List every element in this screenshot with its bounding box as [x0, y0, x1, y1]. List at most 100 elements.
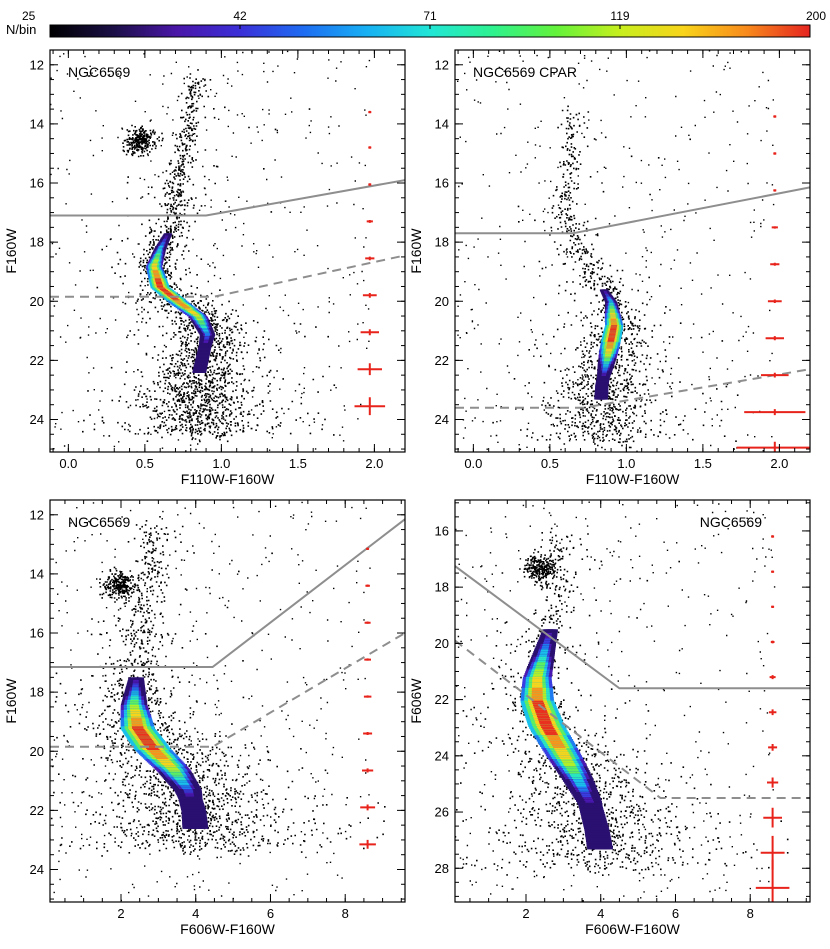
- density-cell: [547, 737, 560, 740]
- density-cell: [610, 315, 616, 318]
- density-cell: [185, 795, 195, 798]
- density-cell: [204, 332, 210, 335]
- y-tick-label: 20: [30, 294, 44, 309]
- colorbar-label: N/bin: [6, 22, 36, 37]
- plot-area: [455, 50, 810, 452]
- y-tick-label: 18: [30, 685, 44, 700]
- density-cell: [532, 678, 543, 682]
- y-tick-label: 24: [435, 412, 449, 427]
- density-cell: [190, 818, 199, 821]
- error-bar: [773, 115, 777, 118]
- density-cell: [142, 742, 155, 745]
- density-cell: [200, 354, 206, 357]
- density-cell: [133, 678, 139, 681]
- plot-frame: [49, 49, 406, 453]
- colorbar-ticks: 25 42 71 119 200: [22, 9, 826, 29]
- density-cell: [608, 300, 613, 303]
- density-cell: [542, 728, 555, 731]
- density-cell: [165, 235, 169, 238]
- density-cell: [566, 768, 578, 771]
- density-cell: [534, 671, 544, 674]
- x-tick-label: 1.0: [212, 456, 230, 471]
- density-cell: [174, 300, 181, 303]
- density-cell: [163, 765, 176, 768]
- density-cell: [538, 718, 551, 722]
- density-cell: [181, 306, 189, 309]
- density-cell: [545, 636, 552, 640]
- density-cell: [130, 696, 139, 699]
- error-bar: [364, 621, 371, 624]
- panel-4: 2 4 6 816182022242628F606W-F160WF606WNGC656…: [408, 499, 811, 937]
- density-cell: [602, 370, 608, 373]
- density-cell: [155, 279, 162, 282]
- density-cell: [155, 254, 161, 257]
- density-cell: [538, 656, 547, 660]
- density-cell: [531, 696, 543, 700]
- density-cell: [541, 726, 554, 729]
- density-cell: [604, 293, 608, 295]
- density-cell: [599, 385, 605, 387]
- density-cell: [599, 386, 604, 389]
- density-cell: [599, 387, 604, 390]
- density-cell: [539, 653, 548, 656]
- density-cell: [603, 365, 609, 367]
- density-cell: [155, 280, 162, 283]
- density-cell: [169, 296, 177, 299]
- density-cell: [140, 740, 154, 743]
- density-cell: [203, 344, 208, 347]
- density-cell: [132, 682, 139, 685]
- density-cell: [580, 791, 590, 795]
- density-cell: [599, 392, 604, 395]
- density-cell: [600, 382, 605, 385]
- density-cell: [199, 361, 204, 364]
- density-cell: [165, 234, 169, 237]
- density-cell: [179, 784, 190, 787]
- density-cell: [185, 794, 194, 797]
- density-cell: [133, 681, 139, 684]
- density-cell: [133, 730, 146, 733]
- density-cell: [131, 689, 139, 692]
- density-cell: [153, 755, 166, 758]
- density-cell: [132, 727, 144, 730]
- density-cell: [130, 700, 139, 703]
- density-cell: [130, 716, 142, 719]
- density-cell: [177, 781, 188, 784]
- y-tick-label: 24: [435, 748, 449, 763]
- density-cell: [159, 246, 164, 248]
- density-cell: [589, 817, 599, 821]
- density-cell: [189, 810, 199, 813]
- density-cell: [186, 796, 195, 799]
- density-cell: [197, 367, 203, 370]
- density-cell: [541, 647, 549, 651]
- density-cell: [588, 812, 597, 815]
- density-cell: [593, 835, 603, 839]
- density-cell: [606, 295, 610, 298]
- density-cell: [608, 335, 616, 337]
- density-cell: [607, 342, 614, 344]
- density-cell: [130, 701, 139, 704]
- error-bar: [744, 409, 806, 416]
- density-cell: [601, 375, 606, 377]
- density-cell: [540, 724, 553, 727]
- x-tick-label: 1.5: [289, 456, 307, 471]
- scatter-points: [50, 501, 386, 902]
- density-cell: [539, 722, 552, 726]
- density-cell: [175, 779, 186, 782]
- density-cell: [556, 751, 569, 755]
- density-cell: [594, 837, 603, 841]
- density-cell: [151, 265, 157, 268]
- x-tick-label: 8: [747, 906, 754, 921]
- density-cell: [156, 252, 161, 255]
- density-cell: [572, 777, 583, 780]
- density-cell: [565, 766, 577, 769]
- y-tick-label: 14: [30, 566, 44, 581]
- density-cell: [604, 358, 611, 361]
- density-cell: [154, 276, 161, 279]
- density-cell: [540, 651, 548, 654]
- plot-frame: [49, 499, 406, 903]
- density-cell: [603, 360, 610, 363]
- density-cell: [611, 325, 618, 327]
- density-cell: [189, 809, 198, 812]
- density-cell: [162, 764, 175, 767]
- density-cell: [545, 733, 558, 737]
